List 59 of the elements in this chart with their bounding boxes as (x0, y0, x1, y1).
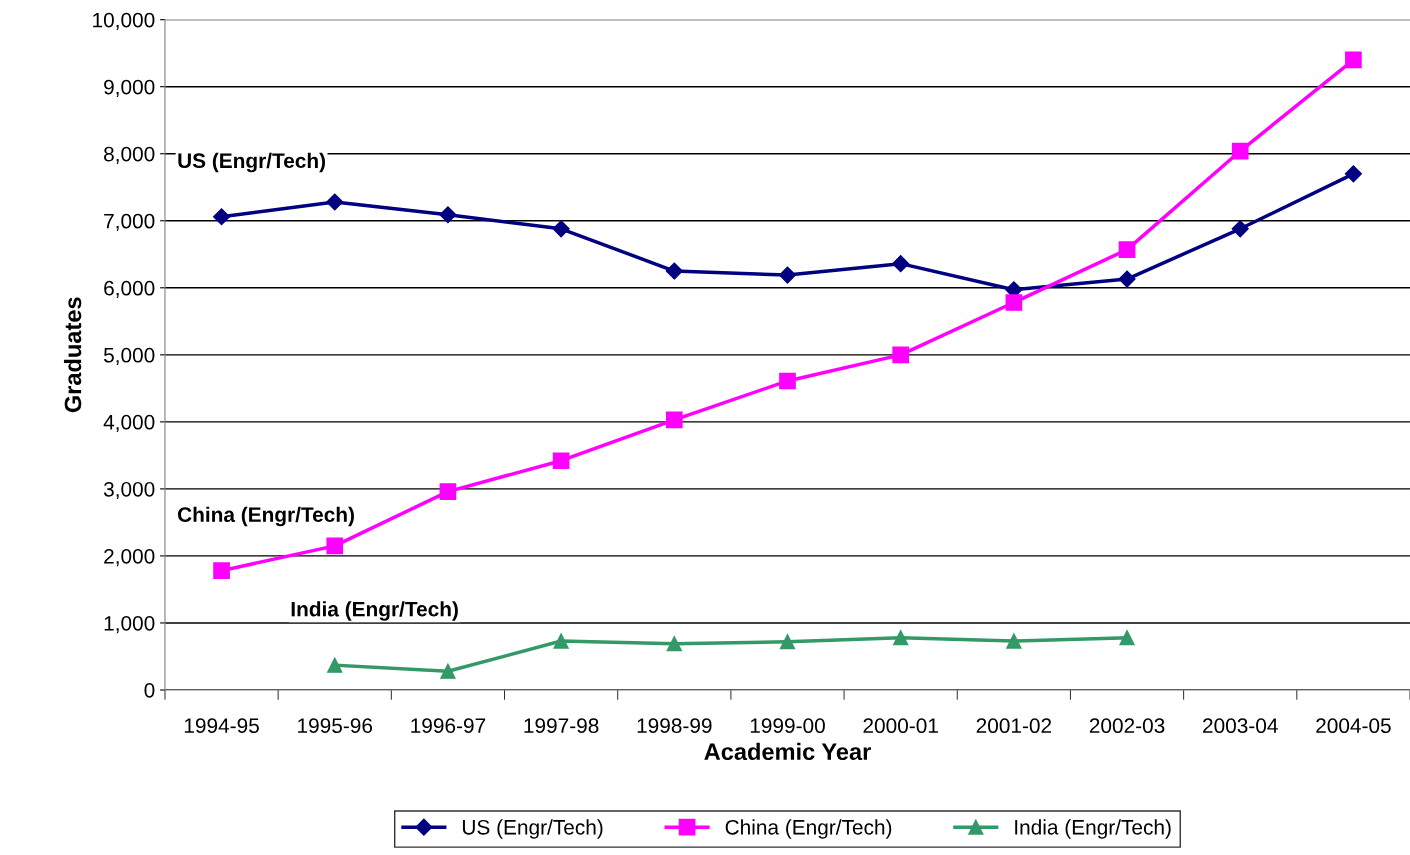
point (1231, 142, 1249, 160)
point (1344, 165, 1362, 183)
point (326, 193, 344, 211)
point (213, 208, 231, 226)
point (665, 411, 683, 429)
y-tick-label: 0 (144, 682, 155, 698)
y-tick-label: 4,000 (103, 414, 155, 433)
point (552, 452, 570, 470)
annotation: US (Engr/Tech) (178, 152, 326, 173)
x-tick-label: 1995-96 (298, 718, 373, 734)
x-axis-title: Academic Year (704, 742, 871, 761)
y-tick-label: 5,000 (103, 347, 155, 366)
x-tick-label: 1998-99 (637, 718, 712, 734)
point (440, 663, 456, 679)
point (1119, 630, 1135, 646)
point (666, 636, 682, 652)
point (1006, 633, 1022, 649)
legend-label: US (Engr/Tech) (462, 819, 603, 839)
annotation: India (Engr/Tech) (291, 601, 458, 621)
point (553, 633, 569, 649)
point (665, 262, 683, 280)
point (552, 220, 570, 238)
x-tick-label: 2004-05 (1316, 718, 1391, 734)
x-tick-label: 1997-98 (524, 718, 599, 734)
y-axis-title: Graduates (63, 297, 82, 413)
y-tick-label: 7,000 (104, 213, 155, 231)
point (327, 657, 343, 673)
x-tick-label: 1999-00 (750, 718, 825, 734)
y-tick-label: 9,000 (104, 79, 155, 97)
point (1005, 294, 1023, 311)
point (893, 630, 909, 646)
x-tick-label: 2003-04 (1203, 718, 1278, 734)
point (779, 372, 796, 390)
point (1118, 270, 1136, 288)
point (1345, 51, 1362, 69)
point (779, 634, 796, 650)
x-tick-label: 2002-03 (1089, 718, 1165, 734)
x-tick-label: 2000-01 (863, 718, 938, 734)
legend-label: China (Engr/Tech) (725, 819, 892, 839)
annotation: China (Engr/Tech) (177, 506, 354, 527)
legend-label: India (Engr/Tech) (1015, 819, 1171, 839)
point (326, 537, 344, 555)
y-tick-label: 8,000 (104, 146, 155, 164)
point (213, 562, 230, 580)
point (439, 483, 457, 500)
x-tick-label: 1996-97 (411, 718, 486, 734)
point (439, 206, 457, 224)
y-tick-label: 10,000 (93, 12, 155, 30)
point (892, 346, 910, 364)
y-tick-label: 2,000 (104, 548, 155, 567)
point (1231, 220, 1249, 238)
point (778, 266, 797, 284)
y-tick-label: 3,000 (103, 481, 155, 500)
y-tick-label: 6,000 (104, 280, 155, 299)
y-tick-label: 1,000 (104, 615, 155, 634)
x-tick-label: 1994-95 (184, 718, 259, 734)
point (1118, 241, 1136, 258)
x-tick-label: 2001-02 (976, 718, 1052, 734)
point (892, 255, 910, 273)
